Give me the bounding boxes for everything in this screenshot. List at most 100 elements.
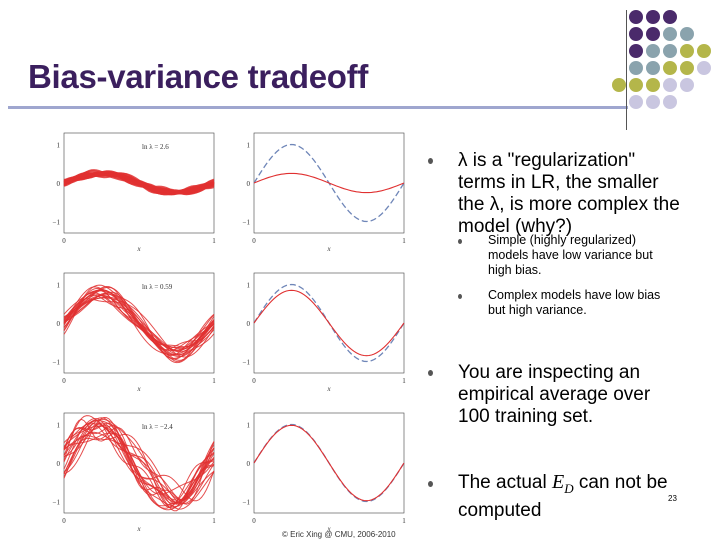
- fits-panel: 10−1t01xln λ = 0.59: [50, 265, 232, 393]
- x-tick-label: 0: [62, 377, 66, 385]
- decorative-dot: [646, 44, 660, 58]
- decorative-dot: [680, 44, 694, 58]
- sub-bullet-1: Simple (highly regularized) models have …: [488, 233, 653, 278]
- decorative-dot: [697, 61, 711, 75]
- average-fit-curve: [253, 172, 405, 194]
- fitted-curve: [63, 431, 215, 505]
- fitted-curve: [63, 286, 215, 361]
- fits-panel: 10−1t01xln λ = 2.6: [50, 125, 232, 253]
- fitted-curve: [63, 298, 215, 348]
- fitted-curve: [64, 171, 215, 194]
- decorative-dot: [646, 78, 660, 92]
- decorative-dot: [646, 10, 660, 24]
- fitted-curve: [63, 291, 215, 356]
- regression-plot: 10−1t01x: [240, 412, 406, 533]
- decorative-dot: [629, 61, 643, 75]
- decorative-dot: [663, 95, 677, 109]
- bullet-3-line: computed: [458, 499, 542, 521]
- regression-figure-grid: 10−1t01xln λ = 2.610−1t01x10−1t01xln λ =…: [50, 125, 412, 535]
- decorative-dot: [680, 61, 694, 75]
- regression-plot: 10−1t01xln λ = 2.6: [50, 132, 216, 253]
- decorative-dot: [663, 44, 677, 58]
- bullet-3: The actual ED can not be computed: [458, 471, 668, 522]
- y-tick-label: 0: [57, 180, 61, 188]
- mean-fit-panel: 10−1t01x: [240, 405, 422, 533]
- bullet-1-line: model (why?): [458, 216, 573, 237]
- bullet-3-line: The actual ED can not be: [458, 471, 668, 500]
- fitted-curve: [63, 434, 215, 509]
- y-tick-label: −1: [243, 358, 251, 366]
- x-axis-label: x: [326, 525, 331, 533]
- fitted-curve: [63, 423, 215, 505]
- lambda-label: ln λ = 0.59: [142, 283, 173, 291]
- decorative-dot: [680, 27, 694, 41]
- x-tick-label: 0: [252, 377, 256, 385]
- bullet-2-line: 100 training set.: [458, 406, 594, 427]
- fitted-curve: [63, 418, 215, 504]
- y-tick-label: 1: [247, 142, 251, 150]
- decorative-dot: [612, 78, 626, 92]
- average-fit-curve: [253, 289, 405, 357]
- decorative-dot: [663, 61, 677, 75]
- y-tick-label: 0: [247, 460, 251, 468]
- regression-plot: 10−1t01xln λ = 0.59: [50, 272, 216, 393]
- corner-divider: [626, 10, 627, 130]
- x-tick-label: 0: [252, 517, 256, 525]
- x-tick-label: 1: [402, 517, 406, 525]
- decorative-dot: [629, 78, 643, 92]
- bullet-1: λ is a "regularization" terms in LR, the…: [458, 150, 680, 238]
- decorative-dot: [646, 61, 660, 75]
- sub-bullet-line: high bias.: [488, 263, 542, 277]
- fitted-curve: [63, 289, 215, 356]
- bullet-2: You are inspecting an empirical average …: [458, 362, 650, 428]
- decorative-dot: [629, 44, 643, 58]
- decorative-dot: [663, 10, 677, 24]
- fitted-curve: [63, 419, 215, 508]
- y-tick-label: 0: [247, 180, 251, 188]
- x-tick-label: 1: [402, 237, 406, 245]
- x-axis-label: x: [326, 245, 331, 253]
- decorative-dot-grid: [610, 8, 720, 128]
- fitted-curve: [63, 416, 215, 502]
- sub-bullet-line: Simple (highly regularized): [488, 233, 636, 247]
- sub-bullet-dot: [458, 294, 462, 299]
- slide-title: Bias-variance tradeoff: [28, 58, 369, 95]
- bullet-3-text: can not be: [573, 472, 668, 493]
- mean-fit-panel: 10−1t01x: [240, 125, 422, 253]
- fitted-curve: [63, 432, 215, 495]
- x-tick-label: 1: [402, 377, 406, 385]
- x-axis-label: x: [136, 245, 141, 253]
- y-axis-label: t: [52, 320, 53, 328]
- y-tick-label: −1: [243, 218, 251, 226]
- y-tick-label: 1: [57, 422, 61, 430]
- y-tick-label: −1: [53, 358, 61, 366]
- bullet-3-text: The actual: [458, 472, 552, 493]
- fitted-curve: [63, 287, 215, 359]
- x-tick-label: 1: [212, 517, 216, 525]
- x-axis-label: x: [136, 385, 141, 393]
- regression-plot: 10−1t01x: [240, 132, 406, 253]
- regression-plot: 10−1t01x: [240, 272, 406, 393]
- y-tick-label: −1: [53, 218, 61, 226]
- y-tick-label: 1: [57, 142, 61, 150]
- y-axis-label: t: [242, 320, 243, 328]
- average-fit-curve: [253, 424, 405, 502]
- y-tick-label: 1: [57, 282, 61, 290]
- decorative-dot: [697, 44, 711, 58]
- decorative-dot: [629, 95, 643, 109]
- x-axis-label: x: [326, 385, 331, 393]
- fitted-curve: [63, 417, 215, 507]
- sub-bullet-2: Complex models have low bias but high va…: [488, 288, 660, 318]
- lambda-label: ln λ = −2.4: [142, 423, 173, 431]
- decorative-dot: [663, 27, 677, 41]
- lambda-label: ln λ = 2.6: [142, 143, 169, 151]
- x-tick-label: 0: [62, 517, 66, 525]
- y-axis-label: t: [242, 180, 243, 188]
- y-tick-label: 0: [247, 320, 251, 328]
- fitted-curve: [63, 296, 215, 350]
- y-axis-label: t: [52, 180, 53, 188]
- decorative-dot: [646, 27, 660, 41]
- y-tick-label: −1: [53, 498, 61, 506]
- decorative-dot: [629, 27, 643, 41]
- y-tick-label: 0: [57, 460, 61, 468]
